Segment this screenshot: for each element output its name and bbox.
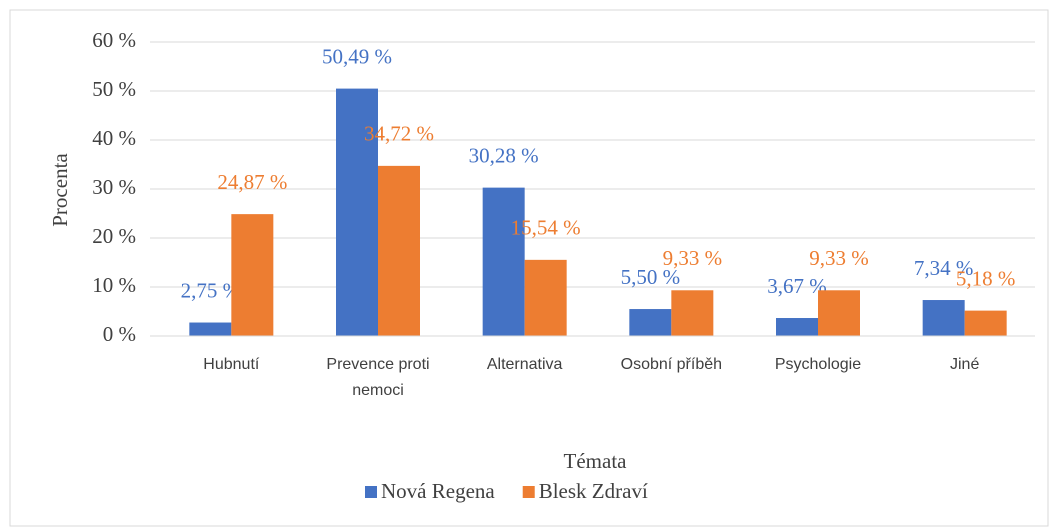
data-label: 15,54 % <box>511 216 581 240</box>
legend-swatch <box>522 486 535 498</box>
data-label: 9,33 % <box>809 246 869 270</box>
x-tick-label: Jiné <box>950 356 979 373</box>
data-label: 50,49 % <box>322 44 392 68</box>
bar <box>524 259 567 336</box>
legend-label: Nová Regena <box>381 479 495 503</box>
x-tick-label: Osobní příběh <box>621 356 722 373</box>
y-tick-label: 50 % <box>92 77 136 101</box>
data-label: 7,34 % <box>914 256 974 280</box>
bar <box>671 290 714 336</box>
legend-label: Blesk Zdraví <box>539 479 648 503</box>
bar <box>629 309 672 336</box>
data-label: 30,28 % <box>469 143 539 167</box>
bar <box>964 310 1007 336</box>
data-label: 24,87 % <box>217 170 287 194</box>
bar <box>378 165 420 336</box>
bar <box>776 318 818 336</box>
y-tick-label: 20 % <box>92 224 136 248</box>
bar <box>922 300 965 336</box>
y-tick-label: 30 % <box>92 175 136 199</box>
x-axis-label: Témata <box>564 449 628 473</box>
y-tick-label: 0 % <box>103 322 136 346</box>
bar <box>818 290 860 336</box>
x-tick-label: Alternativa <box>487 356 563 373</box>
x-tick-label: Psychologie <box>775 356 861 373</box>
y-tick-label: 10 % <box>92 273 136 297</box>
data-label: 34,72 % <box>364 122 434 146</box>
data-label: 3,67 % <box>767 274 827 298</box>
y-axis-label: Procenta <box>48 153 72 227</box>
bar <box>231 214 274 336</box>
legend-swatch <box>365 486 377 498</box>
data-label: 5,18 % <box>956 266 1016 290</box>
data-label: 5,50 % <box>621 265 681 289</box>
x-tick-label: Hubnutí <box>203 356 260 373</box>
data-label: 9,33 % <box>663 246 723 270</box>
y-tick-label: 40 % <box>92 126 136 150</box>
data-label: 2,75 % <box>181 278 241 302</box>
y-tick-label: 60 % <box>92 28 136 52</box>
bar <box>189 322 232 336</box>
bar <box>482 187 525 336</box>
bar <box>336 88 378 336</box>
x-tick-label: Prevence proti nemoci <box>326 356 429 399</box>
